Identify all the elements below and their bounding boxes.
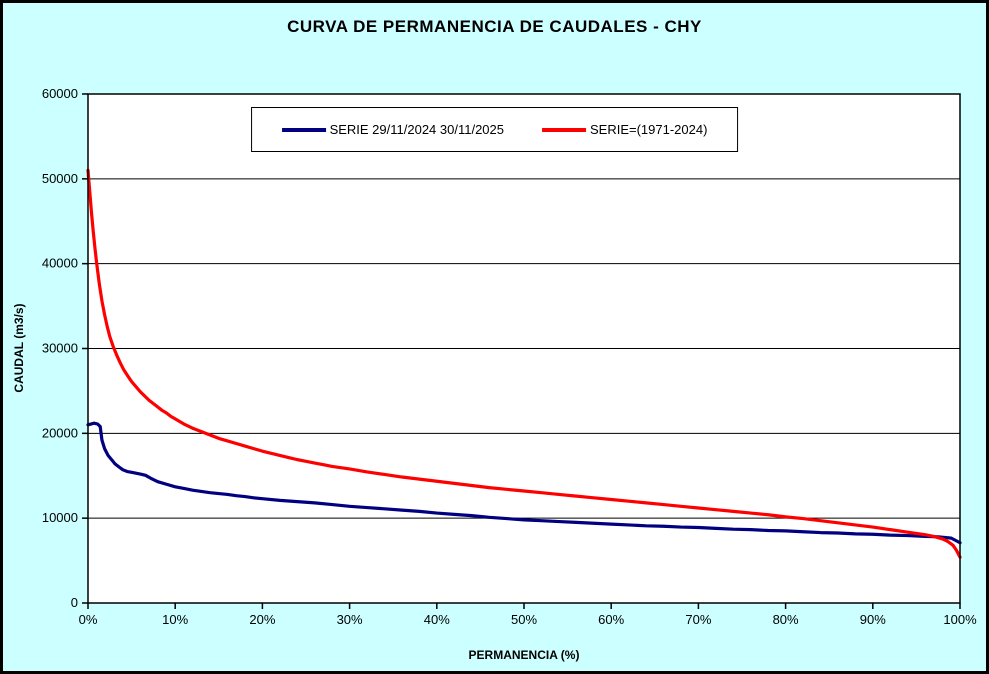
series-line-blue bbox=[86, 421, 962, 545]
y-axis-title: CAUDAL (m3/s) bbox=[12, 303, 26, 393]
y-tick-label: 50000 bbox=[42, 171, 78, 186]
y-tick-label: 30000 bbox=[42, 341, 78, 356]
x-tick-label: 70% bbox=[685, 612, 711, 627]
legend-item-serie-1971-2024: SERIE=(1971-2024) bbox=[542, 122, 707, 137]
x-tick-label: 20% bbox=[249, 612, 275, 627]
y-tick-label: 40000 bbox=[42, 256, 78, 271]
legend-label-serie-2024-2025: SERIE 29/11/2024 30/11/2025 bbox=[329, 122, 504, 137]
x-tick-label: 90% bbox=[860, 612, 886, 627]
x-tick-label: 40% bbox=[424, 612, 450, 627]
x-axis-title: PERMANENCIA (%) bbox=[468, 648, 580, 662]
legend-item-serie-2024-2025: SERIE 29/11/2024 30/11/2025 bbox=[281, 122, 504, 137]
x-tick-label: 100% bbox=[943, 612, 977, 627]
y-tick-label: 10000 bbox=[42, 510, 78, 525]
plot-border bbox=[87, 93, 961, 604]
chart-title: CURVA DE PERMANENCIA DE CAUDALES - CHY bbox=[287, 17, 702, 36]
legend-line-blue bbox=[281, 127, 326, 132]
x-tick-label: 30% bbox=[337, 612, 363, 627]
legend: SERIE 29/11/2024 30/11/2025 SERIE=(1971-… bbox=[250, 107, 739, 152]
series-line-red bbox=[86, 168, 962, 559]
y-tick-label: 60000 bbox=[42, 86, 78, 101]
x-tick-label: 60% bbox=[598, 612, 624, 627]
plot-area: 0 10000 20000 30000 40000 50000 60000 0% 10% 20% 3… bbox=[42, 86, 977, 627]
x-tick-label: 0% bbox=[79, 612, 98, 627]
x-tick-label: 10% bbox=[162, 612, 188, 627]
y-tick-label: 20000 bbox=[42, 425, 78, 440]
legend-line-red bbox=[542, 127, 586, 132]
y-tick-label: 0 bbox=[71, 595, 78, 610]
legend-label-serie-1971-2024: SERIE=(1971-2024) bbox=[590, 122, 708, 137]
x-tick-label: 80% bbox=[773, 612, 799, 627]
x-tick-label: 50% bbox=[511, 612, 537, 627]
